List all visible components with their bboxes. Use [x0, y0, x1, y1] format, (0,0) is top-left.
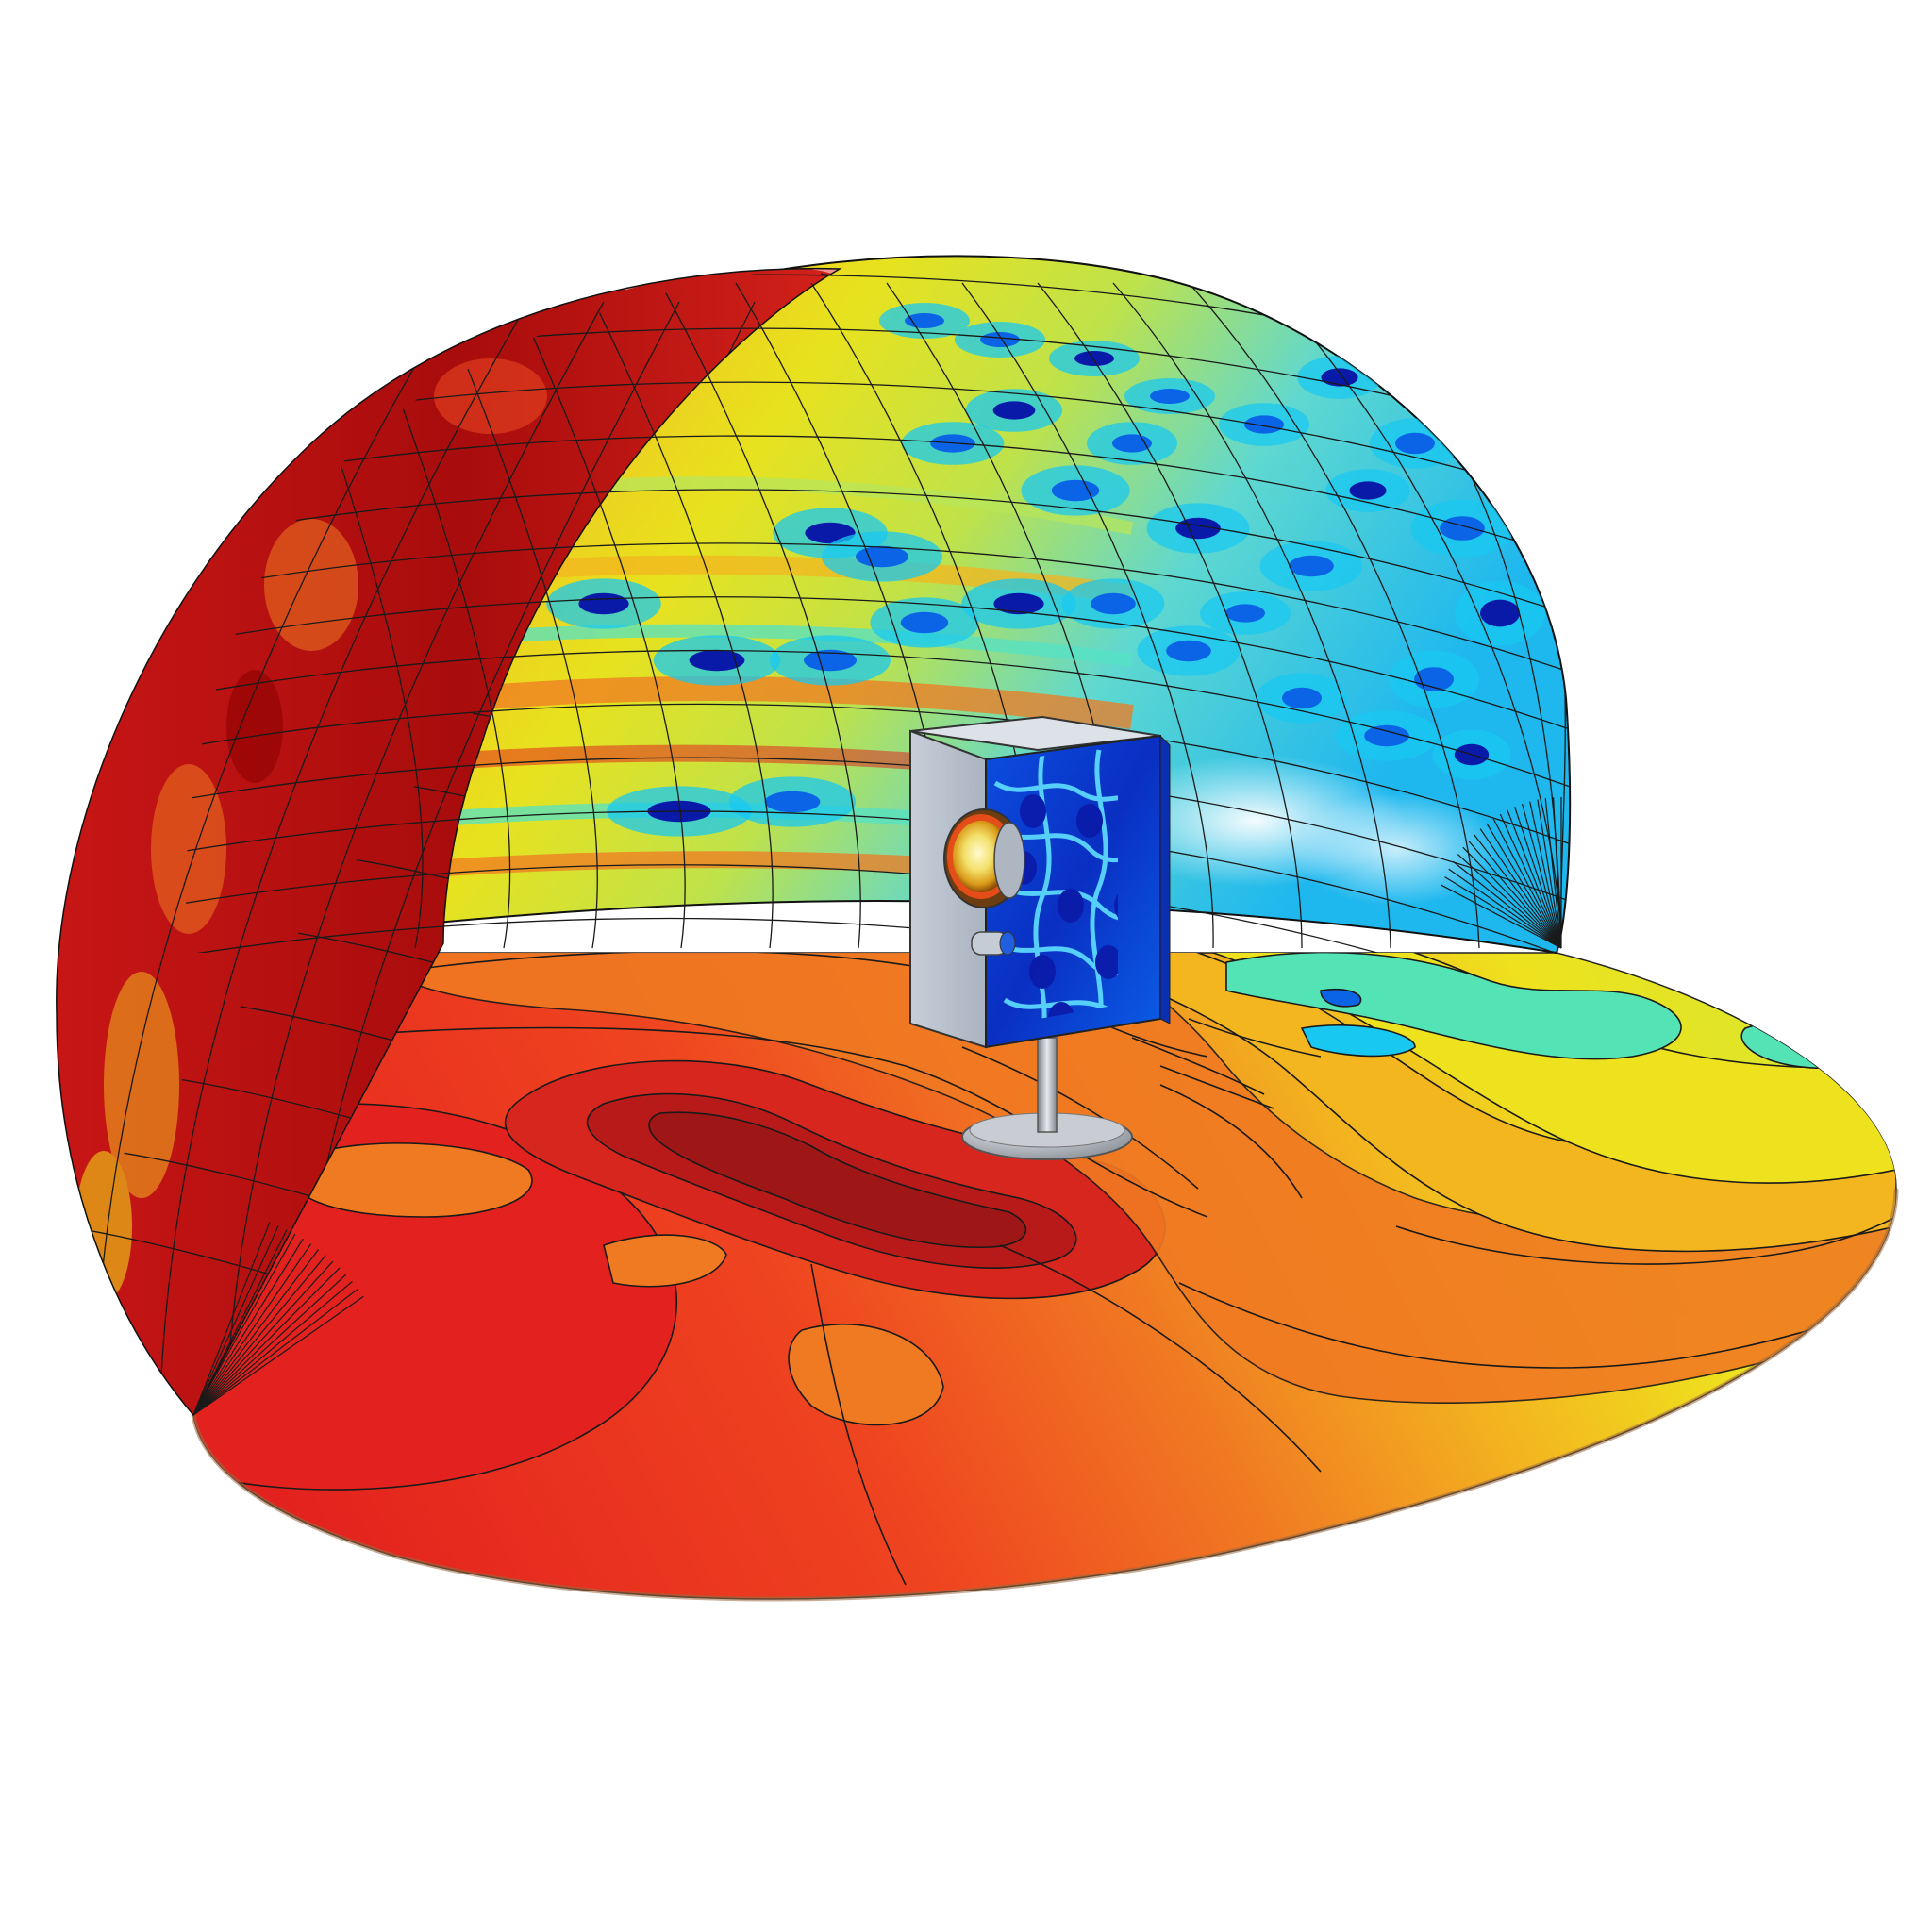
dome-spot	[1166, 640, 1211, 662]
pole-line	[1441, 884, 1562, 949]
speaker-enclosure	[909, 715, 1171, 1049]
dome-spot	[1440, 516, 1485, 541]
dome-latitude-line	[186, 489, 1571, 627]
dome-longitude-line	[508, 282, 686, 949]
dome-latitude-line	[186, 864, 1571, 953]
dome-spot	[1364, 724, 1409, 747]
dome-spot-halo	[1394, 346, 1474, 390]
dome-spot	[764, 791, 821, 813]
dome-latitude-line	[186, 542, 1571, 685]
speaker-wave-line	[993, 780, 1118, 805]
speaker-wave-line	[1090, 749, 1108, 1028]
pole-line	[1553, 797, 1562, 949]
speaker-port	[971, 931, 1016, 956]
pole-line	[192, 1288, 358, 1416]
dome-longitude-line	[1263, 282, 1562, 949]
speaker-wave-line	[993, 827, 1118, 863]
speaker-wave-node	[1076, 804, 1103, 838]
dome-longitude-line	[961, 282, 1214, 949]
dome-spot	[1395, 432, 1435, 455]
dome-spot	[993, 592, 1044, 615]
speaker-driver	[943, 808, 1025, 908]
speaker-wave-node	[1058, 889, 1084, 923]
pole-line	[1544, 798, 1562, 949]
dome-spot	[1112, 434, 1152, 453]
dome-spot	[1091, 592, 1136, 615]
dome-longitude-line	[659, 282, 861, 949]
dome-spot	[900, 611, 949, 634]
pole-line	[192, 1222, 271, 1416]
speaker-wave-line	[1033, 754, 1052, 1028]
pole-line	[1462, 846, 1562, 949]
pole-line	[1468, 840, 1562, 949]
dome-longitude-line	[584, 282, 774, 949]
dome-spot	[1225, 604, 1265, 623]
dome-spot	[1349, 481, 1387, 500]
pole-line	[1448, 868, 1562, 949]
pole-line	[192, 1243, 312, 1416]
speaker-wave-node	[1029, 955, 1056, 989]
pole-line	[192, 1267, 341, 1416]
pole-line	[192, 1249, 320, 1416]
dome-longitude-line	[1037, 282, 1303, 949]
dome-spot	[992, 401, 1036, 420]
dome-spot	[1074, 351, 1114, 366]
dome-spot	[1289, 555, 1334, 577]
pole-line	[1452, 860, 1562, 949]
pole-line	[1529, 801, 1562, 949]
dome-spot	[856, 545, 908, 568]
speaker-wave-line	[993, 941, 1118, 976]
dome-latitude-line	[186, 596, 1571, 742]
band-mesh-line	[225, 301, 605, 1397]
pole-line	[1486, 823, 1562, 949]
dome-latitude-line	[186, 917, 1571, 953]
pole-line	[192, 1274, 347, 1416]
dome-spot	[804, 649, 857, 672]
dome-spot	[1416, 358, 1452, 377]
speaker-wave-node	[1020, 794, 1046, 828]
band-mesh-line	[159, 301, 529, 1397]
pole-line	[1537, 799, 1562, 949]
pole-line	[1479, 828, 1562, 949]
floor-contour-disk	[188, 952, 1899, 1602]
pole-line	[192, 1238, 304, 1416]
pole-line	[192, 1255, 326, 1416]
pole-line	[192, 1295, 364, 1416]
pole-line	[192, 1225, 279, 1416]
pole-line	[1444, 876, 1562, 949]
speaker-wave-node	[1095, 945, 1118, 979]
pole-line	[192, 1281, 353, 1416]
dome-spot	[1282, 687, 1322, 709]
dome-spot	[1051, 479, 1100, 502]
dome-spot	[905, 313, 944, 328]
dome-spot	[1150, 389, 1190, 404]
dome-spot	[1244, 415, 1284, 434]
dome-latitude-line	[186, 703, 1571, 858]
pole-line	[1474, 834, 1562, 949]
dome-spot	[689, 649, 745, 672]
dome-longitude-line	[433, 282, 598, 949]
pole-line	[192, 1229, 288, 1416]
speaker-wave-line	[1003, 884, 1118, 926]
dome-latitude-line	[186, 757, 1571, 915]
pole-line	[1507, 809, 1562, 949]
pole-line	[1499, 813, 1562, 949]
pole-line	[1457, 854, 1562, 949]
speaker-stand	[961, 1037, 1133, 1160]
band-mesh-line	[93, 301, 454, 1397]
pole-line	[1522, 803, 1562, 949]
dome-spot	[980, 332, 1020, 347]
dome-longitude-line	[1112, 282, 1391, 949]
pole-line	[192, 1260, 334, 1416]
dome-spot	[1321, 368, 1358, 387]
dome-longitude-line	[1188, 282, 1480, 949]
pole-line	[1492, 818, 1562, 949]
dome-spot	[578, 592, 629, 615]
pole-line	[192, 1233, 296, 1416]
pole-line	[1514, 807, 1562, 949]
dome-spot	[1480, 599, 1520, 627]
